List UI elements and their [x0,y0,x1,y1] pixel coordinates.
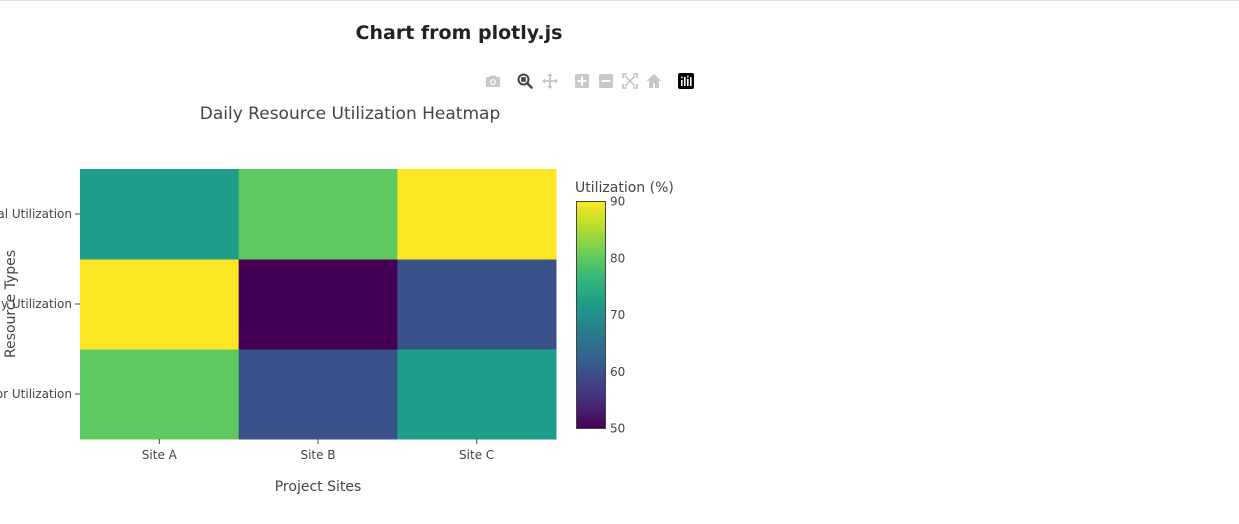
y-tick-label: al Utilization [0,207,72,221]
x-tick-label: Site C [459,448,494,462]
heatmap-cell[interactable] [397,169,557,260]
chart-title: Daily Resource Utilization Heatmap [200,104,500,124]
top-divider [0,0,1239,1]
heatmap-cell[interactable] [397,259,557,350]
heatmap-cells [80,169,557,440]
colorbar-tick-label: 80 [610,251,625,265]
page-title: Chart from plotly.js [355,22,563,44]
colorbar-tick-label: 60 [610,365,625,379]
colorbar-tick-label: 90 [610,195,625,209]
heatmap-cell[interactable] [238,259,398,350]
pan-icon[interactable] [541,72,559,90]
colorbar-ticks: 50 60 70 80 90 [610,195,625,436]
reset-axes-icon[interactable] [645,72,663,90]
x-tick-label: Site A [142,448,178,462]
y-tick-label: y Utilization [1,297,72,311]
camera-icon[interactable] [484,72,502,90]
zoom-in-icon[interactable] [573,72,591,90]
colorbar: Utilization (%) 50 60 70 80 90 [575,180,674,436]
modebar [484,72,699,90]
heatmap-cell[interactable] [238,349,398,440]
colorbar-tick-label: 70 [610,308,625,322]
zoom-icon[interactable] [516,72,534,90]
x-axis-title: Project Sites [275,479,362,495]
y-axis-ticks: or Utilization y Utilization al Utilizatio… [0,207,80,401]
y-tick-label: or Utilization [0,387,72,401]
x-axis-ticks: Site A Site B Site C [142,439,494,462]
colorbar-title: Utilization (%) [575,180,674,196]
colorbar-gradient [576,201,606,429]
zoom-out-icon[interactable] [597,72,615,90]
heatmap-cell[interactable] [80,169,240,260]
plotly-logo-icon[interactable] [677,72,695,90]
heatmap-cell[interactable] [80,259,240,350]
colorbar-tick-label: 50 [610,422,625,436]
heatmap-cell[interactable] [397,349,557,440]
autoscale-icon[interactable] [621,72,639,90]
heatmap-cell[interactable] [238,169,398,260]
x-tick-label: Site B [300,448,335,462]
heatmap-cell[interactable] [80,349,240,440]
y-axis-title: Resource Types [3,250,19,358]
